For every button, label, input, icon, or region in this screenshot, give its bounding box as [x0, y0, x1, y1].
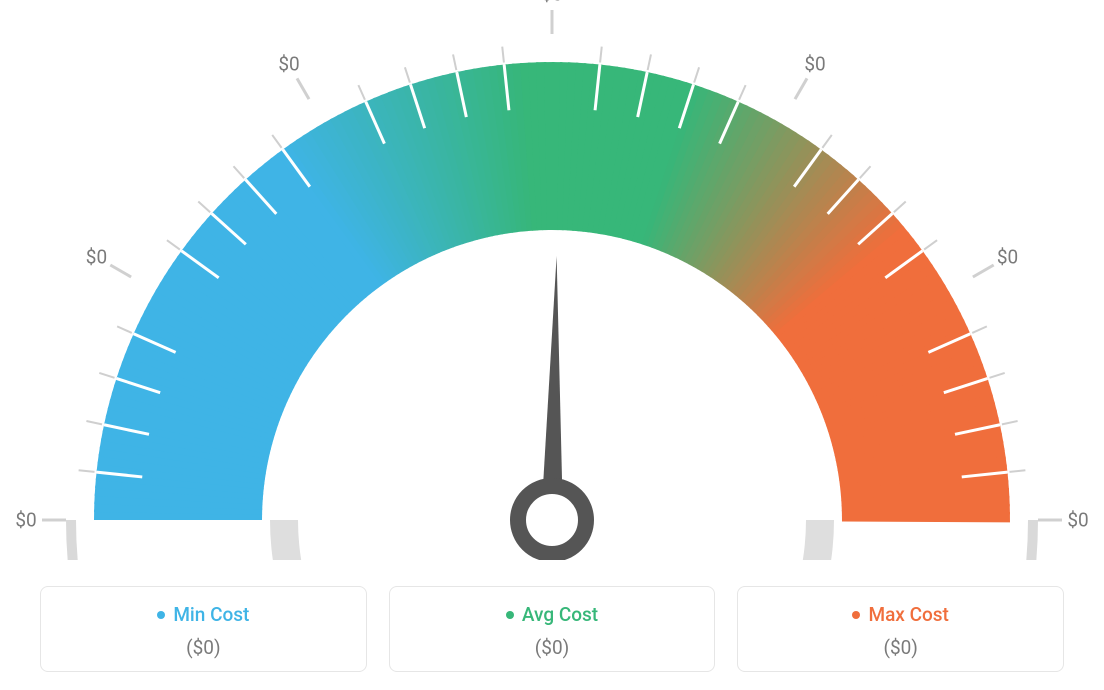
gauge-tick-label: $0: [997, 246, 1018, 269]
gauge-tick-label: $0: [1067, 509, 1088, 532]
legend-row: Min Cost ($0) Avg Cost ($0) Max Cost ($0…: [40, 586, 1064, 672]
legend-label-avg: Avg Cost: [522, 603, 598, 626]
gauge-area: $0 $0 $0 $0 $0 $0 $0: [0, 0, 1104, 560]
legend-value-avg: ($0): [400, 636, 705, 659]
legend-dot-max: [852, 611, 860, 619]
gauge-svg: [0, 0, 1104, 560]
legend-card-avg: Avg Cost ($0): [389, 586, 716, 672]
legend-value-min: ($0): [51, 636, 356, 659]
gauge-tick-label: $0: [278, 53, 299, 76]
gauge-tick-label: $0: [804, 53, 825, 76]
gauge-tick-label: $0: [15, 509, 36, 532]
cost-gauge-chart: $0 $0 $0 $0 $0 $0 $0 Min Cost ($0) Avg Cost ($…: [0, 0, 1104, 690]
legend-card-min: Min Cost ($0): [40, 586, 367, 672]
legend-dot-min: [157, 611, 165, 619]
legend-title-min: Min Cost: [157, 603, 249, 626]
gauge-tick-label: $0: [541, 0, 562, 6]
gauge-tick-label: $0: [86, 246, 107, 269]
legend-dot-avg: [506, 611, 514, 619]
legend-card-max: Max Cost ($0): [737, 586, 1064, 672]
legend-value-max: ($0): [748, 636, 1053, 659]
legend-title-avg: Avg Cost: [506, 603, 598, 626]
legend-label-max: Max Cost: [868, 603, 948, 626]
legend-label-min: Min Cost: [173, 603, 249, 626]
legend-title-max: Max Cost: [852, 603, 948, 626]
